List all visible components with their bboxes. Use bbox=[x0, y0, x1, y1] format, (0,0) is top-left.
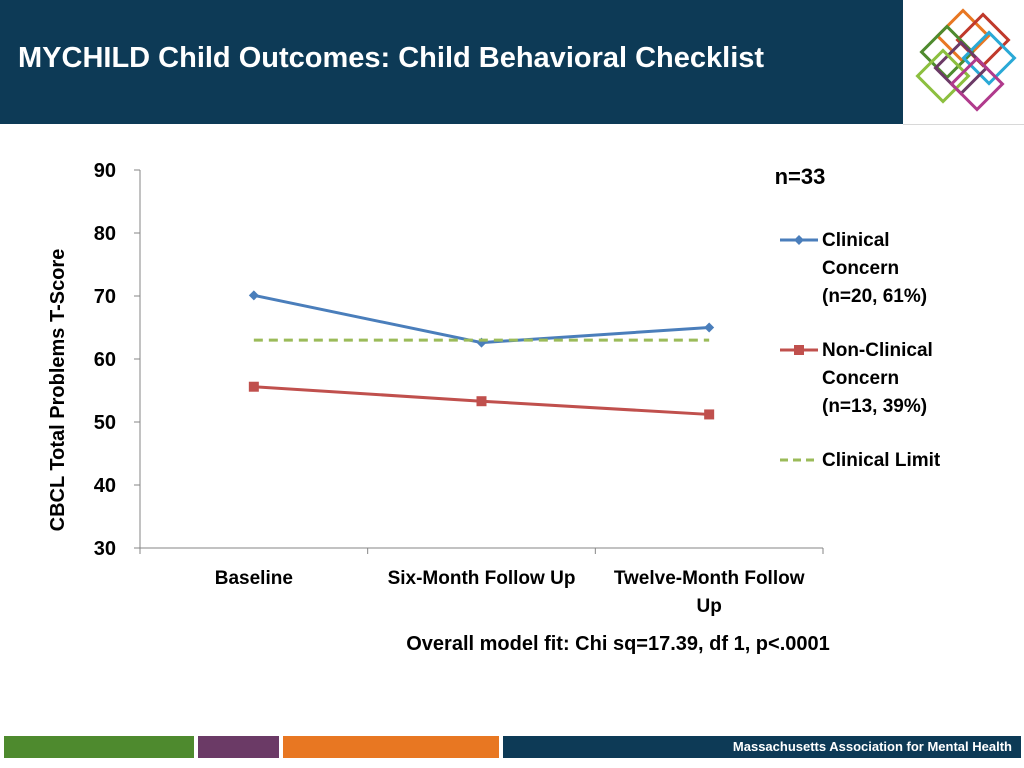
data-point bbox=[704, 322, 715, 333]
legend-item-2: Clinical Limit bbox=[780, 450, 941, 471]
data-point bbox=[248, 381, 259, 392]
data-point bbox=[704, 409, 715, 420]
y-tick-label: 30 bbox=[94, 538, 116, 560]
series-1 bbox=[248, 381, 715, 420]
data-point bbox=[476, 396, 487, 407]
series-0 bbox=[248, 290, 715, 348]
sample-size-annotation: n=33 bbox=[775, 164, 826, 189]
legend-label: Clinical bbox=[822, 230, 890, 251]
legend: Clinical Concern (n=20, 61%) Non-Clinical Co… bbox=[780, 230, 941, 471]
title-banner: MYCHILD Child Outcomes: Child Behavioral… bbox=[0, 0, 903, 124]
legend-marker bbox=[794, 235, 804, 245]
data-point bbox=[248, 290, 259, 301]
y-axis-label: CBCL Total Problems T-Score bbox=[47, 249, 69, 532]
x-tick-label: Up bbox=[697, 596, 722, 617]
model-fit-note: Overall model fit: Chi sq=17.39, df 1, p… bbox=[406, 633, 830, 655]
logo bbox=[903, 0, 1024, 125]
footer-org-name: Massachusetts Association for Mental Hea… bbox=[732, 739, 1012, 754]
legend-label: Concern bbox=[822, 258, 899, 279]
x-tick-label: Six-Month Follow Up bbox=[388, 568, 576, 589]
footer-bar-purple bbox=[198, 736, 279, 758]
legend-label: (n=20, 61%) bbox=[822, 286, 927, 307]
line-chart: 30 40 50 60 70 80 90 Baseline Six-Month Follow … bbox=[47, 160, 941, 655]
legend-item-0: Clinical Concern (n=20, 61%) bbox=[780, 230, 927, 307]
footer-bar-navy bbox=[503, 736, 1021, 758]
x-tick-label: Twelve-Month Follow bbox=[614, 568, 805, 589]
y-tick-label: 60 bbox=[94, 349, 116, 371]
series-line bbox=[253, 293, 710, 345]
legend-label: Non-Clinical bbox=[822, 340, 933, 361]
y-tick-label: 50 bbox=[94, 412, 116, 434]
mamh-logo-icon bbox=[915, 8, 1017, 112]
y-tick-label: 90 bbox=[94, 160, 116, 182]
legend-label: Concern bbox=[822, 368, 899, 389]
legend-label: Clinical Limit bbox=[822, 450, 941, 471]
legend-item-1: Non-Clinical Concern (n=13, 39%) bbox=[780, 340, 933, 417]
footer-bar-orange bbox=[283, 736, 499, 758]
y-tick-label: 70 bbox=[94, 286, 116, 308]
y-tick-label: 80 bbox=[94, 223, 116, 245]
footer-bar-green bbox=[4, 736, 194, 758]
x-tick-label: Baseline bbox=[215, 568, 293, 589]
y-tick-label: 40 bbox=[94, 475, 116, 497]
page-title: MYCHILD Child Outcomes: Child Behavioral… bbox=[18, 42, 765, 74]
legend-label: (n=13, 39%) bbox=[822, 396, 927, 417]
legend-marker bbox=[794, 345, 804, 355]
